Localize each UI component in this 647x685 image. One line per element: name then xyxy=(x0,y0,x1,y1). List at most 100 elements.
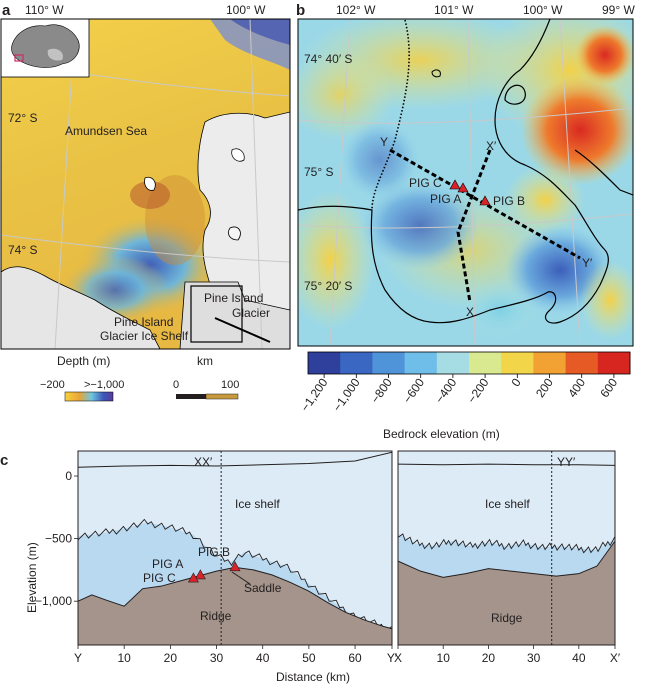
depth-legend-bar xyxy=(64,391,114,402)
profile-pig-marker xyxy=(194,569,206,580)
panel-c-letter: c xyxy=(0,452,8,469)
profile-frame xyxy=(77,450,393,646)
colorbar-tick-label: −200 xyxy=(465,375,492,405)
panel-a-lat-label: 72° S xyxy=(8,111,37,125)
profile-x-tick-label: 10 xyxy=(117,651,131,665)
pig-a-label: PIG A xyxy=(430,192,461,206)
depth-legend-title: Depth (m) xyxy=(57,354,110,368)
panel-c-xlabel: Distance (km) xyxy=(276,670,350,684)
depth-legend-low: −200 xyxy=(40,379,65,391)
panel-a-place-label: Glacier Ice Shelf xyxy=(100,329,189,343)
km-scale-bar-black xyxy=(176,394,206,399)
panel-a-lon-label: 110° W xyxy=(25,3,64,17)
colorbar-tick-label: −1,000 xyxy=(330,375,363,414)
panel-b-grounding-line xyxy=(298,19,609,324)
panel-b-lon-label: 99° W xyxy=(602,3,635,17)
pig-b-label: PIG B xyxy=(493,194,525,208)
pig-a-profile-label: PIG A xyxy=(152,557,183,571)
panel-b-lat-label: 75° S xyxy=(304,165,333,179)
panel-b-lon-label: 101° W xyxy=(434,3,474,17)
km-scale-bar-gold xyxy=(205,393,239,400)
colorbar-tick-label: 200 xyxy=(533,375,556,400)
profile-x-tick-label: 30 xyxy=(210,651,224,665)
colorbar-segment xyxy=(404,352,438,374)
profile-xx-title: XX′ xyxy=(194,455,213,469)
profile-ice-base-line xyxy=(397,533,616,554)
transect-label-y: Y xyxy=(380,135,388,149)
panel-b-lat-label: 75° 20′ S xyxy=(304,279,352,293)
colorbar-tick-label: −1,200 xyxy=(298,375,331,414)
ice-shelf-label-right: Ice shelf xyxy=(485,497,530,511)
panel-a-letter: a xyxy=(2,2,11,19)
saddle-leader-line xyxy=(231,571,251,585)
colorbar-segment xyxy=(308,352,341,374)
colorbar-tick-label: 400 xyxy=(565,375,588,400)
colorbar-tick-label: −600 xyxy=(400,375,427,405)
panel-b-map xyxy=(297,18,634,347)
km-scale-tick: 0 xyxy=(173,379,179,391)
profile-x-tick-label: 30 xyxy=(527,651,541,665)
profile-x-tick-label: 50 xyxy=(302,651,316,665)
panel-b-low-bedrock xyxy=(360,180,480,270)
profile-xx-chart: Y 10 20 30 40 50 60 Y′ 0 −500 −1,000 xyxy=(35,450,398,665)
transect-yy xyxy=(389,148,581,260)
colorbar-segment xyxy=(533,352,567,374)
profile-x-tick-label: 10 xyxy=(437,651,451,665)
colorbar-tick-label: 0 xyxy=(508,375,523,389)
colorbar-tick-label: −400 xyxy=(432,375,459,405)
profile-yy-chart: X 10 20 30 40 X′ xyxy=(394,450,621,665)
ice-shelf-label-left: Ice shelf xyxy=(235,497,280,511)
profile-x-tick-label: 20 xyxy=(482,651,496,665)
pig-c-profile-label: PIG C xyxy=(143,571,176,585)
profile-surface-line xyxy=(397,463,616,466)
profile-pig-marker xyxy=(187,572,199,583)
colorbar-segment xyxy=(469,352,502,374)
panel-a-place-label: Glacier xyxy=(232,306,270,320)
panel-a-frame xyxy=(0,18,291,350)
panel-a-place-label: Pine Island xyxy=(204,291,263,305)
profile-y-tick-label: −1,000 xyxy=(35,594,72,608)
profile-y-tick-label: 0 xyxy=(65,469,72,483)
panel-b-letter: b xyxy=(296,2,305,19)
colorbar-segment xyxy=(436,352,470,374)
profile-bedrock xyxy=(398,541,615,645)
panel-b-high-bedrock xyxy=(520,75,633,185)
profile-surface-line xyxy=(77,451,393,468)
transect-xx xyxy=(456,149,492,303)
inset-locator-box xyxy=(14,54,24,62)
pig-c-marker xyxy=(449,179,461,190)
profile-x-tick-label: X xyxy=(394,651,402,665)
profile-ice-base-line xyxy=(77,518,393,632)
profile-bed-line xyxy=(397,540,616,578)
colorbar-tick-label: −800 xyxy=(368,375,395,405)
ridge-label-left: Ridge xyxy=(200,609,232,623)
profile-x-tick-label: 20 xyxy=(164,651,178,665)
pig-b-marker xyxy=(479,195,491,206)
profile-x-tick-label: X′ xyxy=(610,651,621,665)
colorbar-title: Bedrock elevation (m) xyxy=(383,427,500,441)
profile-x-tick-label: Y′ xyxy=(387,651,398,665)
depth-legend-high: >−1,000 xyxy=(84,379,124,391)
profile-pig-marker xyxy=(229,561,241,572)
panel-b-lat-label: 74° 40′ S xyxy=(304,52,352,66)
panel-b-lon-label: 102° W xyxy=(336,3,376,17)
colorbar-frame xyxy=(307,351,631,375)
profile-x-tick-label: 60 xyxy=(348,651,362,665)
profile-frame xyxy=(397,450,616,646)
profile-x-tick-label: 40 xyxy=(572,651,586,665)
km-scale-title: km xyxy=(197,354,213,368)
transect-label-x-prime: X′ xyxy=(486,139,497,153)
colorbar-segment xyxy=(372,352,406,374)
pig-c-label: PIG C xyxy=(409,176,442,190)
panel-b-dotted-line xyxy=(371,19,410,211)
pig-b-profile-label: PIG B xyxy=(198,545,230,559)
panel-c-ylabel: Elevation (m) xyxy=(25,542,39,613)
colorbar-segment xyxy=(597,352,631,374)
transect-label-y-prime: Y′ xyxy=(582,256,593,270)
colorbar-segment xyxy=(565,352,599,374)
panel-a-study-box xyxy=(190,285,243,343)
profile-x-tick-label: 40 xyxy=(256,651,270,665)
ridge-label-right: Ridge xyxy=(491,611,523,625)
panel-a-lat-label: 74° S xyxy=(8,243,37,257)
